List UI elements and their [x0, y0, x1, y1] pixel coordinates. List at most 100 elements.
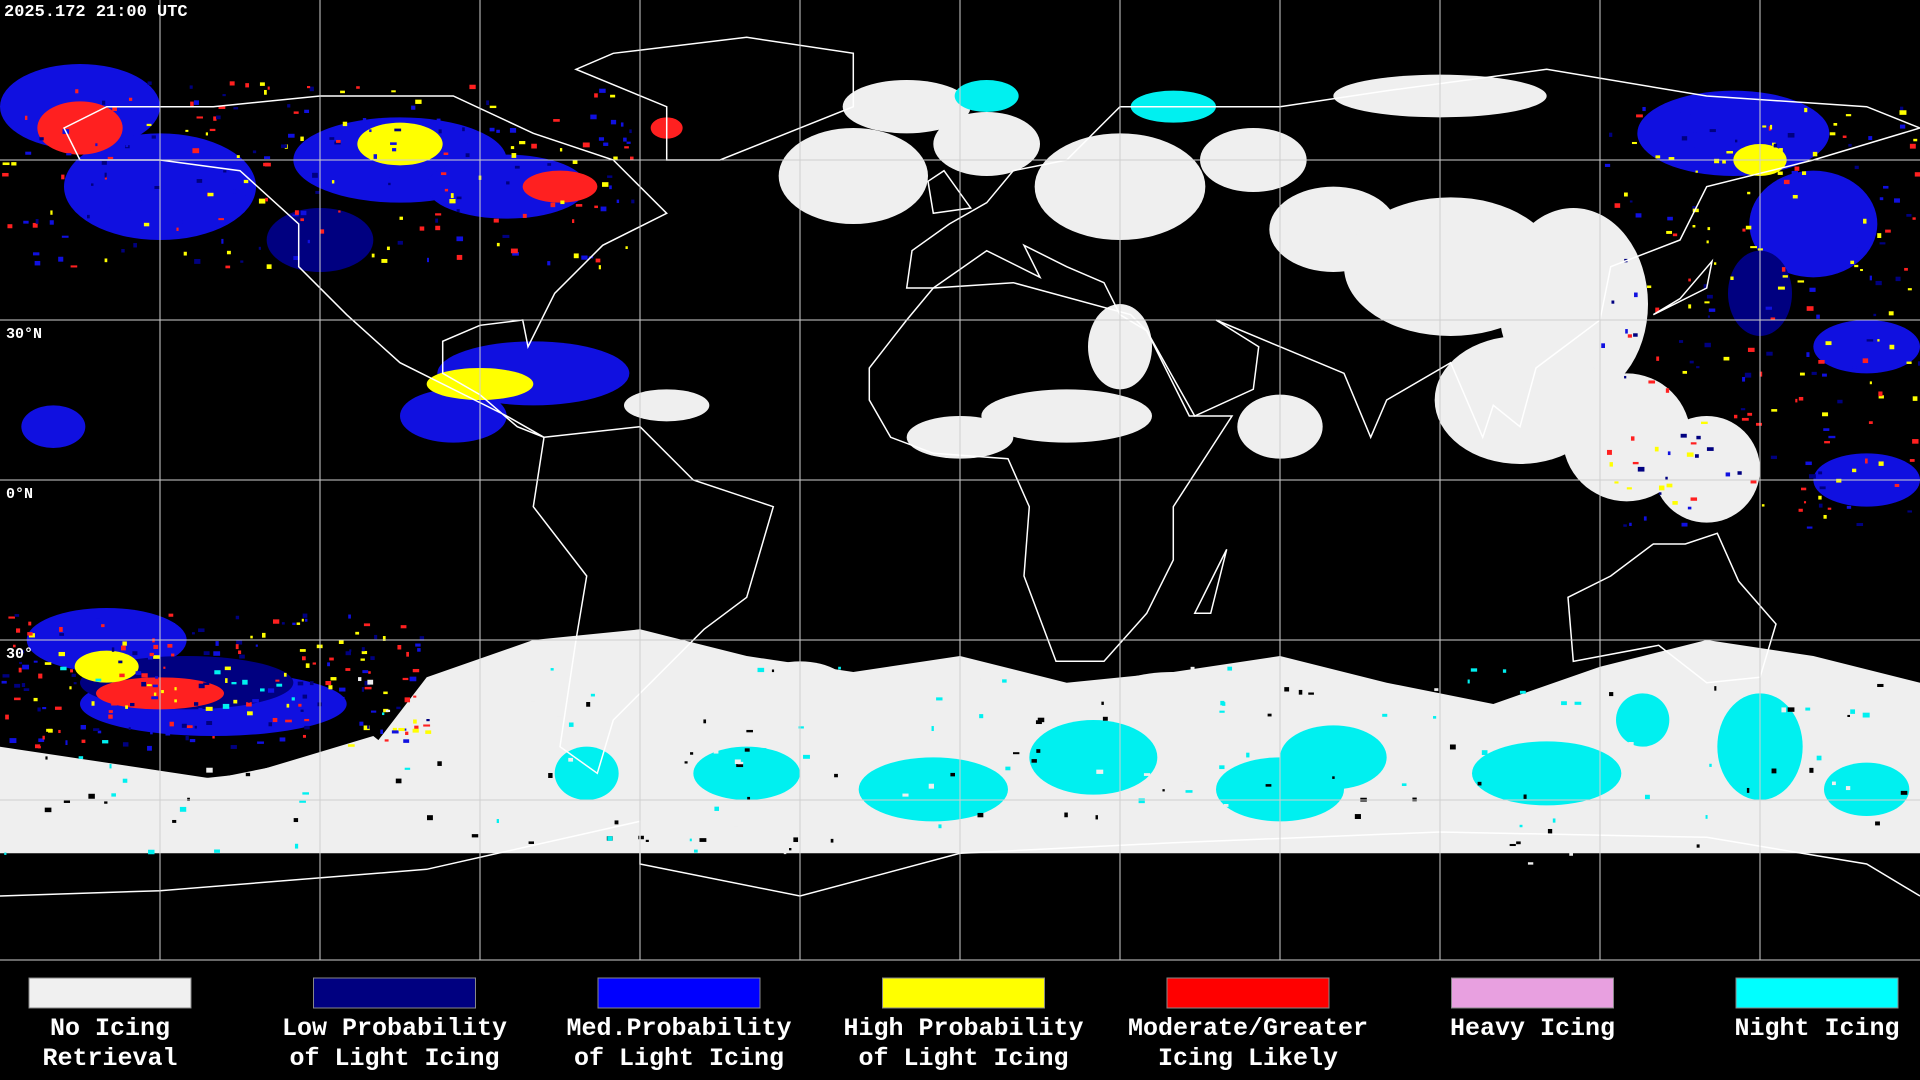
- speckle: [1687, 506, 1692, 510]
- speckle: [575, 204, 583, 207]
- legend-swatch: [1166, 977, 1330, 1009]
- speckle: [1889, 344, 1895, 350]
- speckle: [392, 727, 397, 731]
- speckle: [1519, 824, 1523, 828]
- speckle: [245, 83, 250, 88]
- speckle: [75, 89, 79, 94]
- speckle: [153, 692, 157, 696]
- speckle: [370, 710, 377, 713]
- speckle: [128, 727, 131, 730]
- speckle: [1072, 814, 1075, 818]
- speckle: [1523, 794, 1527, 799]
- speckle: [547, 163, 552, 166]
- speckle: [1883, 185, 1889, 189]
- speckle: [789, 847, 792, 851]
- speckle: [243, 179, 249, 184]
- cloud-patch: [981, 389, 1152, 443]
- cloud-patch: [842, 80, 971, 134]
- speckle: [1211, 842, 1215, 845]
- speckle: [449, 199, 456, 204]
- speckle: [104, 801, 108, 804]
- cloud-patch: [1616, 693, 1670, 747]
- speckle: [235, 615, 240, 620]
- speckle: [486, 100, 489, 106]
- speckle: [1866, 339, 1874, 342]
- speckle: [1771, 409, 1778, 412]
- speckle: [213, 116, 217, 121]
- speckle: [1549, 728, 1554, 731]
- speckle: [1818, 359, 1825, 364]
- speckle: [594, 205, 598, 209]
- speckle: [1665, 388, 1670, 393]
- speckle: [1907, 510, 1913, 513]
- speckle: [54, 706, 62, 710]
- speckle: [1681, 522, 1688, 527]
- speckle: [1822, 412, 1829, 417]
- speckle: [342, 121, 348, 127]
- speckle: [221, 238, 224, 244]
- speckle: [464, 860, 467, 865]
- speckle: [291, 697, 295, 701]
- speckle: [405, 731, 409, 735]
- speckle: [1781, 707, 1786, 713]
- speckle: [233, 107, 239, 110]
- speckle: [1267, 713, 1272, 717]
- speckle: [11, 162, 17, 166]
- speckle: [1842, 135, 1847, 138]
- speckle: [1845, 786, 1851, 791]
- speckle: [626, 141, 631, 144]
- speckle: [264, 156, 271, 160]
- speckle: [305, 663, 310, 668]
- speckle: [338, 210, 341, 213]
- speckle: [60, 666, 67, 671]
- speckle: [1704, 301, 1710, 304]
- speckle: [1182, 778, 1189, 782]
- speckle: [465, 153, 470, 158]
- speckle: [183, 692, 190, 697]
- speckle: [397, 240, 403, 245]
- speckle: [185, 735, 189, 741]
- speckle: [1786, 715, 1789, 718]
- speckle: [306, 86, 311, 89]
- coastline: [868, 281, 1234, 663]
- speckle: [923, 705, 927, 710]
- speckle: [1868, 421, 1873, 424]
- speckle: [155, 676, 159, 679]
- speckle: [300, 218, 304, 222]
- graticule: [0, 0, 1920, 961]
- speckle: [1770, 124, 1773, 130]
- speckle: [592, 774, 598, 778]
- speckle: [1799, 697, 1802, 700]
- speckle: [1096, 769, 1104, 774]
- cloud-patch: [778, 128, 928, 224]
- speckle: [8, 616, 15, 619]
- speckle: [1666, 483, 1673, 488]
- speckle: [1668, 157, 1675, 161]
- speckle: [1457, 740, 1461, 743]
- speckle: [793, 837, 799, 843]
- speckle: [1818, 471, 1823, 475]
- speckle: [1899, 110, 1907, 115]
- speckle: [70, 265, 78, 268]
- speckle: [141, 673, 148, 678]
- speckle: [119, 673, 125, 678]
- speckle: [560, 200, 565, 205]
- speckle: [259, 82, 265, 86]
- speckle: [110, 846, 116, 851]
- speckle: [1787, 707, 1795, 712]
- speckle: [1642, 106, 1646, 112]
- speckle: [1828, 435, 1836, 439]
- speckle: [467, 142, 474, 146]
- speckle: [27, 632, 33, 636]
- speckle: [1370, 831, 1376, 834]
- speckle: [80, 724, 86, 730]
- speckle: [107, 156, 114, 160]
- speckle: [1648, 380, 1656, 384]
- speckle: [187, 797, 190, 801]
- speckle: [135, 671, 142, 675]
- speckle: [1852, 468, 1857, 473]
- speckle: [1725, 472, 1731, 477]
- speckle: [14, 697, 21, 701]
- speckle: [469, 84, 476, 90]
- speckle: [1707, 315, 1710, 318]
